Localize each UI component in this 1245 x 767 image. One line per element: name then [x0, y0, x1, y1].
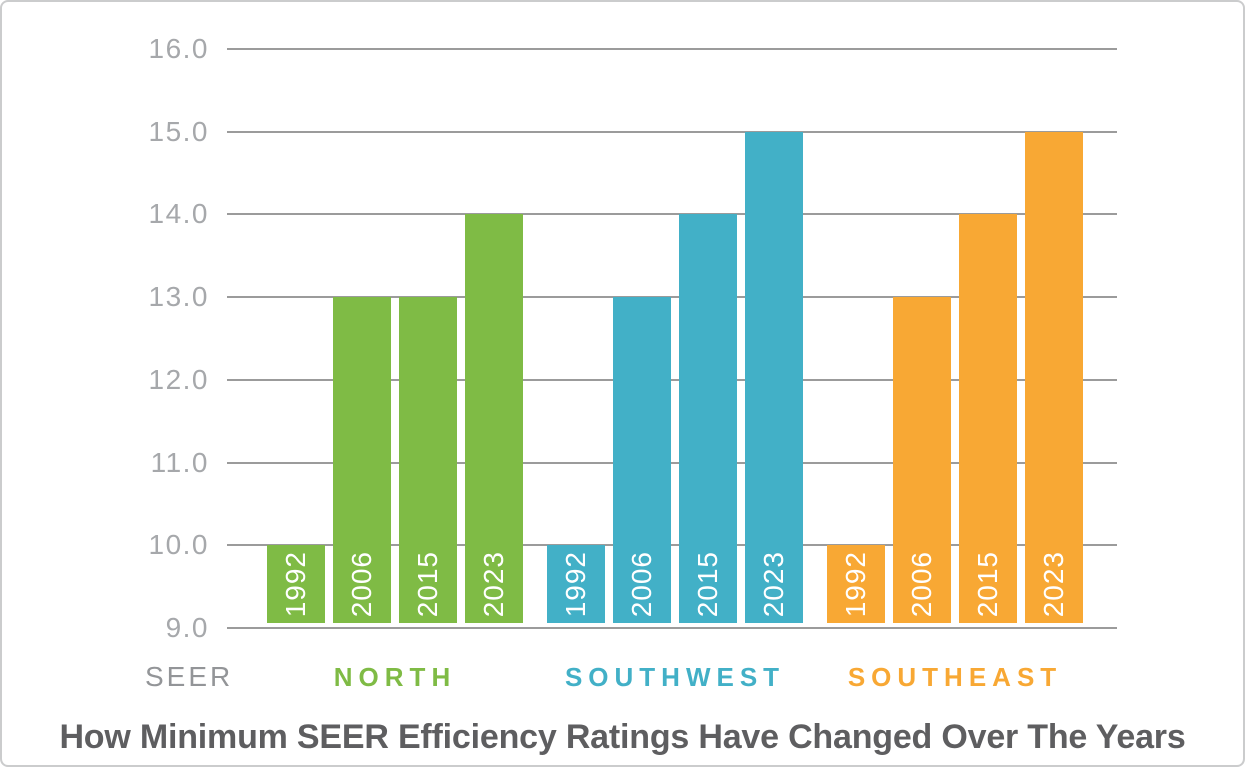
bar-year-label: 2015 [399, 551, 457, 617]
group-label-southwest: SOUTHWEST [564, 662, 786, 692]
bar-year-text: 2015 [692, 550, 723, 617]
bar-year-label: 2023 [745, 551, 803, 617]
bar-year-text: 2023 [758, 550, 789, 617]
gridline [227, 296, 1117, 299]
gridline [227, 48, 1117, 50]
gridline [227, 461, 1117, 464]
bar-year-text: 2015 [972, 550, 1003, 617]
bar-north-2023: 2023 [465, 214, 523, 623]
bar-year-label: 1992 [547, 551, 605, 617]
bar-year-text: 2006 [346, 550, 377, 617]
bar-year-text: 2015 [412, 550, 443, 617]
bar-year-label: 1992 [267, 551, 325, 617]
bar-southwest-2023: 2023 [745, 131, 803, 623]
bar-year-text: 2023 [478, 550, 509, 617]
bar-southeast-1992: 1992 [827, 545, 885, 623]
gridline [227, 544, 1117, 547]
bar-north-2006: 2006 [333, 297, 391, 623]
bar-north-1992: 1992 [267, 545, 325, 623]
bar-southwest-1992: 1992 [547, 545, 605, 623]
bar-year-label: 2006 [893, 551, 951, 617]
bar-southeast-2015: 2015 [959, 214, 1017, 623]
bar-year-label: 2023 [1025, 551, 1083, 617]
y-axis-title: SEER [145, 661, 234, 692]
bar-year-label: 2006 [333, 551, 391, 617]
bar-year-text: 1992 [280, 550, 311, 617]
y-tick-label: 12.0 [148, 363, 209, 395]
bar-north-2015: 2015 [399, 297, 457, 623]
y-tick-label: 13.0 [148, 281, 209, 313]
y-tick-label: 14.0 [148, 198, 209, 230]
gridline [227, 378, 1117, 381]
gridline [227, 130, 1117, 133]
bar-year-text: 1992 [560, 550, 591, 617]
bar-year-text: 1992 [840, 550, 871, 617]
y-tick-label: 10.0 [148, 529, 209, 561]
bar-southwest-2015: 2015 [679, 214, 737, 623]
gridline [227, 213, 1117, 216]
group-label-southeast: SOUTHEAST [847, 662, 1063, 692]
bar-year-label: 2015 [679, 551, 737, 617]
y-tick-label: 16.0 [148, 33, 209, 64]
bar-year-label: 2023 [465, 551, 523, 617]
group-label-north: NORTH [333, 662, 457, 692]
bar-year-text: 2006 [906, 550, 937, 617]
bar-year-label: 2006 [613, 551, 671, 617]
bar-southwest-2006: 2006 [613, 297, 671, 623]
chart-title: How Minimum SEER Efficiency Ratings Have… [59, 718, 1186, 756]
bar-southeast-2006: 2006 [893, 297, 951, 623]
bar-year-text: 2006 [626, 550, 657, 617]
bar-year-label: 1992 [827, 551, 885, 617]
y-tick-label: 9.0 [165, 612, 209, 643]
y-tick-label: 11.0 [150, 446, 209, 478]
gridline [227, 627, 1117, 629]
bar-southeast-2023: 2023 [1025, 131, 1083, 623]
y-tick-label: 15.0 [148, 115, 209, 147]
bar-year-label: 2015 [959, 551, 1017, 617]
bar-year-text: 2023 [1038, 550, 1069, 617]
